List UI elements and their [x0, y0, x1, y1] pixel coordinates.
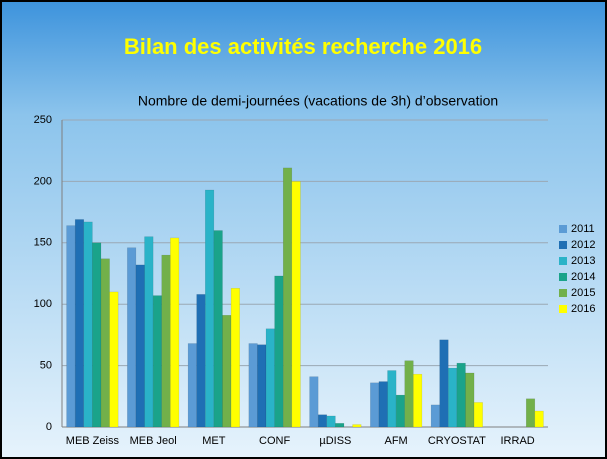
bar [456, 362, 466, 428]
bar [83, 221, 93, 428]
bar [465, 372, 475, 428]
bar [92, 242, 102, 428]
bar [66, 225, 76, 428]
bar [74, 219, 85, 428]
legend-swatch [559, 289, 567, 297]
legend-swatch [559, 241, 567, 249]
x-tick-label: MEB Jeol [130, 435, 177, 447]
bar [265, 328, 275, 428]
bar [109, 291, 119, 428]
bar [205, 189, 215, 428]
bar [317, 414, 328, 428]
x-tick-label: IRRAD [501, 435, 535, 447]
bar [395, 394, 405, 428]
y-tick-label: 150 [34, 237, 52, 249]
bar [404, 360, 414, 428]
x-tick-label: MET [202, 435, 226, 447]
bar [187, 343, 197, 428]
bar [196, 294, 206, 428]
legend-swatch [559, 225, 567, 233]
bar [525, 398, 536, 428]
legend-label: 2014 [571, 271, 595, 283]
legend-swatch [559, 273, 567, 281]
y-tick-label: 100 [34, 298, 52, 310]
bar [309, 376, 319, 428]
legend-swatch [559, 305, 567, 313]
chart-title: Nombre de demi-journées (vacations de 3h… [138, 93, 498, 109]
x-tick-label: CRYOSTAT [428, 435, 486, 447]
x-tick-label: µDISS [319, 435, 351, 447]
legend-label: 2015 [571, 287, 595, 299]
bar [430, 404, 440, 428]
legend-label: 2016 [571, 303, 595, 315]
bar [387, 370, 397, 428]
bar [127, 247, 137, 428]
bar [257, 344, 267, 428]
bar [213, 230, 223, 428]
bar [291, 181, 301, 428]
bar [144, 236, 154, 428]
x-tick-label: MEB Zeiss [66, 435, 120, 447]
bar [370, 382, 380, 428]
legend-label: 2013 [571, 255, 595, 267]
bar [152, 295, 162, 428]
bar [248, 343, 258, 428]
bar [100, 258, 110, 428]
bar [448, 367, 458, 428]
y-tick-label: 50 [40, 360, 52, 372]
legend-label: 2012 [571, 239, 595, 251]
legend-label: 2011 [571, 223, 595, 235]
bar [222, 315, 232, 428]
bar [170, 237, 180, 428]
slide-title: Bilan des activités recherche 2016 [124, 34, 482, 59]
bar [135, 264, 145, 428]
y-tick-label: 0 [46, 421, 52, 433]
bar [439, 339, 449, 428]
bar [473, 402, 483, 428]
bar [534, 410, 544, 428]
x-tick-label: CONF [259, 435, 290, 447]
bar [326, 415, 336, 428]
y-tick-label: 250 [34, 114, 52, 126]
bar [378, 381, 388, 428]
bar [352, 424, 362, 428]
bar [161, 254, 171, 428]
bar [413, 373, 423, 428]
bar [274, 275, 284, 428]
legend-swatch [559, 257, 567, 265]
x-tick-label: AFM [385, 435, 408, 447]
bar [230, 287, 240, 428]
bar [282, 167, 293, 428]
bar [335, 423, 345, 428]
y-tick-label: 200 [34, 175, 52, 187]
